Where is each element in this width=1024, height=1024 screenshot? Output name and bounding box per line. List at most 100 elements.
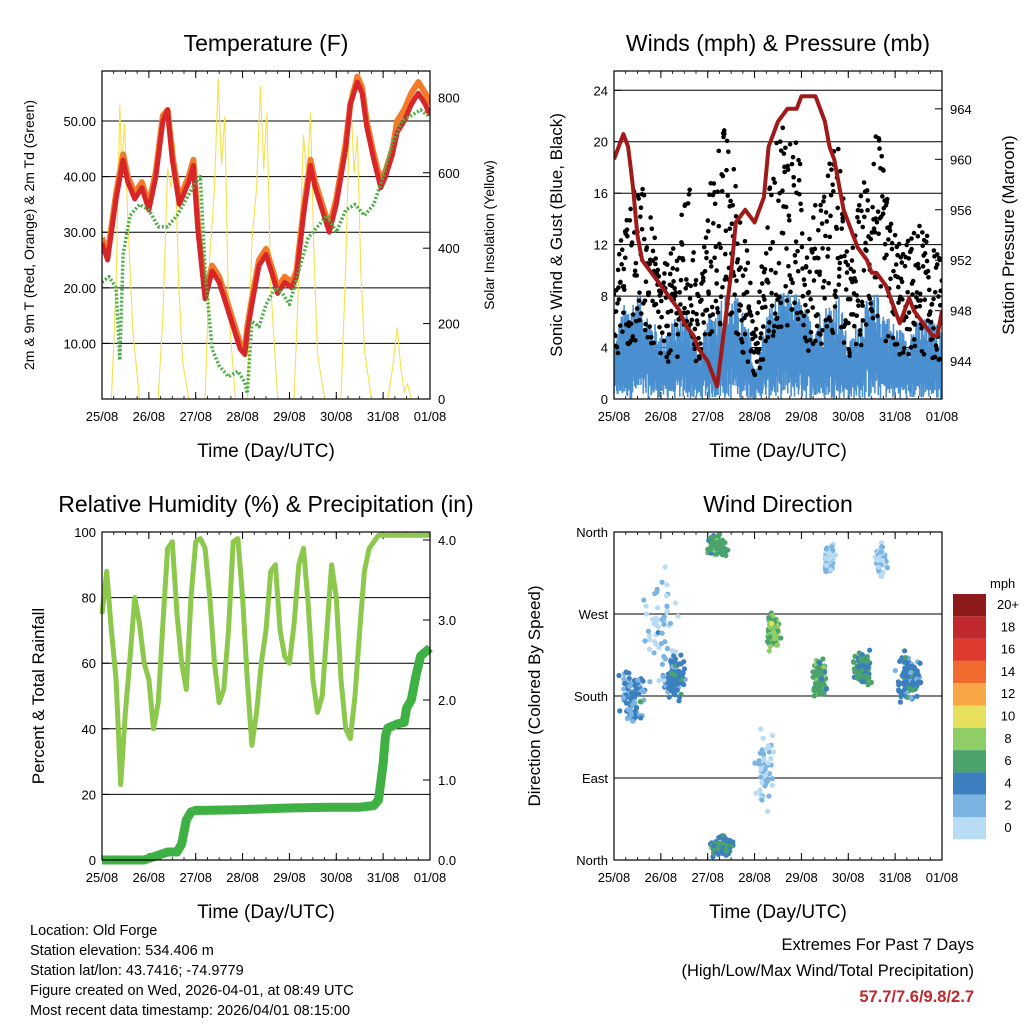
gust-point [859, 208, 864, 214]
direction-point [666, 685, 672, 691]
gust-point [909, 246, 914, 252]
gust-point [661, 338, 667, 344]
gust-point [637, 317, 642, 323]
gust-point [796, 177, 802, 183]
x-tick-label: 30/08 [320, 409, 353, 424]
gust-point [757, 289, 762, 294]
gust-point [816, 227, 821, 233]
direction-point [811, 693, 817, 699]
direction-point [851, 659, 857, 665]
direction-point [879, 573, 885, 579]
gust-point [806, 289, 812, 295]
gust-point [928, 319, 934, 325]
direction-point [771, 632, 777, 638]
gust-point [877, 146, 882, 151]
y-tick-label: 20 [594, 135, 608, 150]
direction-point [906, 685, 912, 691]
pressure-line [614, 94, 942, 389]
x-tick-label: 27/08 [691, 409, 724, 424]
gust-point [789, 161, 795, 167]
gust-point [794, 310, 800, 316]
gust-point [880, 194, 885, 199]
gust-point [666, 332, 672, 337]
gust-point [665, 323, 670, 329]
gust-point [821, 194, 827, 200]
gust-point [937, 257, 942, 263]
gust-point [773, 292, 779, 298]
colorbar-swatch [953, 772, 986, 795]
gust-point [905, 289, 910, 295]
direction-point [720, 840, 726, 847]
gust-point [848, 266, 854, 272]
gust-point [643, 322, 648, 327]
direction-point [655, 629, 661, 636]
gust-point [724, 138, 730, 144]
gust-point [765, 334, 771, 340]
gust-point [715, 306, 720, 311]
gust-point [797, 161, 803, 167]
wind-direction-panel: North East South West North 25/08 26/08 27/08 28… [525, 491, 958, 923]
direction-point [662, 564, 668, 570]
direction-point [876, 564, 882, 570]
direction-point [766, 648, 772, 654]
direction-point [624, 715, 630, 722]
direction-point [674, 687, 680, 693]
x-tick-label: 25/08 [598, 409, 631, 424]
gust-point [906, 351, 911, 357]
gust-point [650, 298, 655, 304]
gust-point [769, 192, 774, 198]
gust-point [737, 308, 742, 313]
gust-point [658, 290, 664, 296]
gust-point [748, 313, 754, 318]
direction-point [638, 715, 644, 721]
direction-point [857, 671, 863, 677]
colorbar-label: 16 [1001, 642, 1015, 657]
y-tick-label: 20.00 [63, 281, 96, 296]
y-axis-label: Direction (Colored By Speed) [525, 585, 544, 806]
gust-point [801, 322, 806, 328]
gust-point [875, 313, 880, 319]
gust-point [847, 353, 852, 358]
gust-point [615, 301, 620, 306]
direction-point [659, 630, 665, 636]
gust-point [896, 300, 901, 305]
gust-point [858, 342, 864, 348]
gust-point [919, 325, 924, 331]
gust-point [638, 311, 644, 316]
gust-point [784, 298, 790, 303]
gust-point [792, 253, 798, 258]
direction-point [625, 706, 631, 713]
gust-point [668, 348, 673, 353]
gust-point [797, 191, 802, 197]
direction-point [896, 682, 902, 688]
gust-point [805, 308, 811, 314]
direction-point [711, 843, 717, 849]
gust-point [820, 285, 826, 290]
gust-point [810, 250, 815, 255]
direction-point [633, 704, 640, 711]
direction-point [818, 670, 824, 676]
gust-point [753, 326, 759, 332]
direction-point [858, 656, 864, 662]
gust-point [629, 240, 635, 245]
gust-point [861, 180, 867, 185]
direction-point [769, 776, 776, 782]
gust-point [900, 297, 905, 302]
gust-point [799, 244, 805, 250]
direction-point [623, 669, 629, 675]
gust-point [923, 239, 929, 245]
direction-point [902, 655, 909, 661]
gust-point [801, 277, 807, 282]
gust-point [874, 219, 880, 225]
gust-point [650, 248, 656, 254]
gust-point [871, 226, 877, 231]
gust-point [690, 309, 696, 315]
gust-point [735, 241, 740, 247]
direction-point [823, 546, 829, 552]
direction-point [810, 674, 816, 680]
x-tick-label: 26/08 [133, 409, 166, 424]
gust-point [722, 251, 728, 257]
gust-point [903, 314, 909, 320]
gust-point [854, 293, 859, 298]
gust-point [870, 204, 875, 210]
